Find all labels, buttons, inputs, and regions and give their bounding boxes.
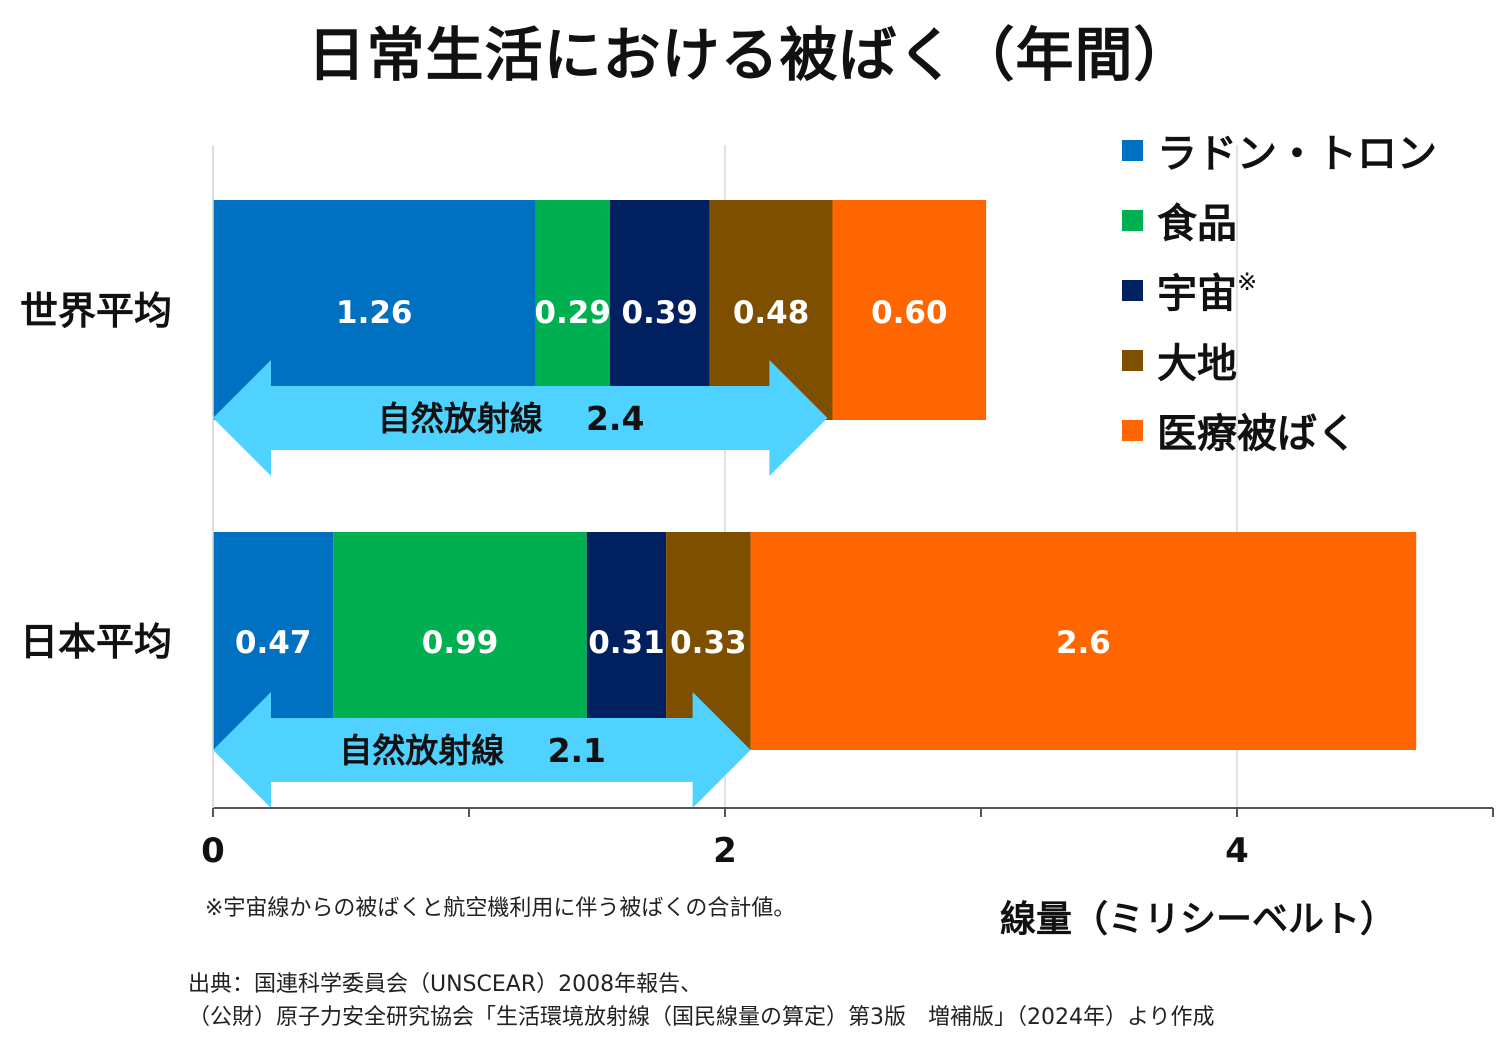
chart-title: 日常生活における被ばく（年間） [307,21,1193,89]
data-label: 0.48 [733,295,810,331]
data-label: 0.31 [588,625,665,661]
data-label: 2.6 [1056,625,1111,661]
bar-segment [333,532,587,750]
category-label: 世界平均 [20,289,172,333]
bar-segment [213,532,334,750]
data-label: 0.33 [670,625,747,661]
x-tick-label: 0 [201,831,225,871]
arrow-label: 自然放射線 [339,731,504,770]
footnote: ※宇宙線からの被ばくと航空機利用に伴う被ばくの合計値。 [205,896,796,921]
legend-swatch [1122,209,1143,231]
legend-item: ラドン・トロン [1122,115,1437,185]
legend-label: 食品 [1157,201,1237,247]
legend-swatch [1122,419,1143,441]
legend-item: 宇宙 ※ [1122,255,1437,325]
data-label: 0.99 [422,625,499,661]
bar-segment [586,532,667,750]
x-tick-label: 4 [1225,831,1249,871]
footnote-mark: ※ [1237,268,1258,296]
natural-radiation-arrow [213,360,828,476]
legend-swatch [1122,349,1143,371]
bar-segment [750,532,1417,750]
natural-radiation-arrow [213,692,751,808]
x-axis-label: 線量（ミリシーベルト） [1000,899,1397,940]
arrow-value-label: 2.1 [548,731,606,770]
arrow-label: 自然放射線 [378,399,543,438]
legend-swatch [1122,139,1143,161]
source-citation: 出典：国連科学委員会（UNSCEAR）2008年報告、 （公財）原子力安全研究協… [188,968,1215,1034]
legend-item: 医療被ばく [1122,395,1437,465]
x-tick-label: 2 [713,831,737,871]
legend-label: 大地 [1157,341,1237,387]
legend-label: ラドン・トロン [1157,131,1437,177]
bar-segment [609,200,710,420]
data-label: 0.39 [621,295,698,331]
data-label: 0.29 [534,295,611,331]
category-label: 日本平均 [20,620,172,664]
data-label: 0.60 [871,295,948,331]
legend: ラドン・トロン 食品宇宙 ※ 大地医療被ばく [1122,115,1437,465]
source-line: 出典：国連科学委員会（UNSCEAR）2008年報告、 [188,972,703,997]
legend-swatch [1122,279,1143,301]
legend-item: 大地 [1122,325,1437,395]
data-label: 1.26 [336,295,413,331]
data-label: 0.47 [235,625,312,661]
legend-label: 宇宙 [1157,271,1237,317]
legend-item: 食品 [1122,185,1437,255]
bar-segment [535,200,610,420]
arrow-value-label: 2.4 [586,399,644,438]
legend-label: 医療被ばく [1157,411,1357,457]
bar-segment [832,200,987,420]
source-line: （公財）原子力安全研究協会「生活環境放射線（国民線量の算定）第3版 増補版」（2… [188,1005,1215,1030]
